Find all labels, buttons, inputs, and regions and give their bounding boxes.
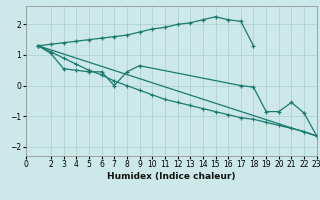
X-axis label: Humidex (Indice chaleur): Humidex (Indice chaleur)	[107, 172, 236, 181]
